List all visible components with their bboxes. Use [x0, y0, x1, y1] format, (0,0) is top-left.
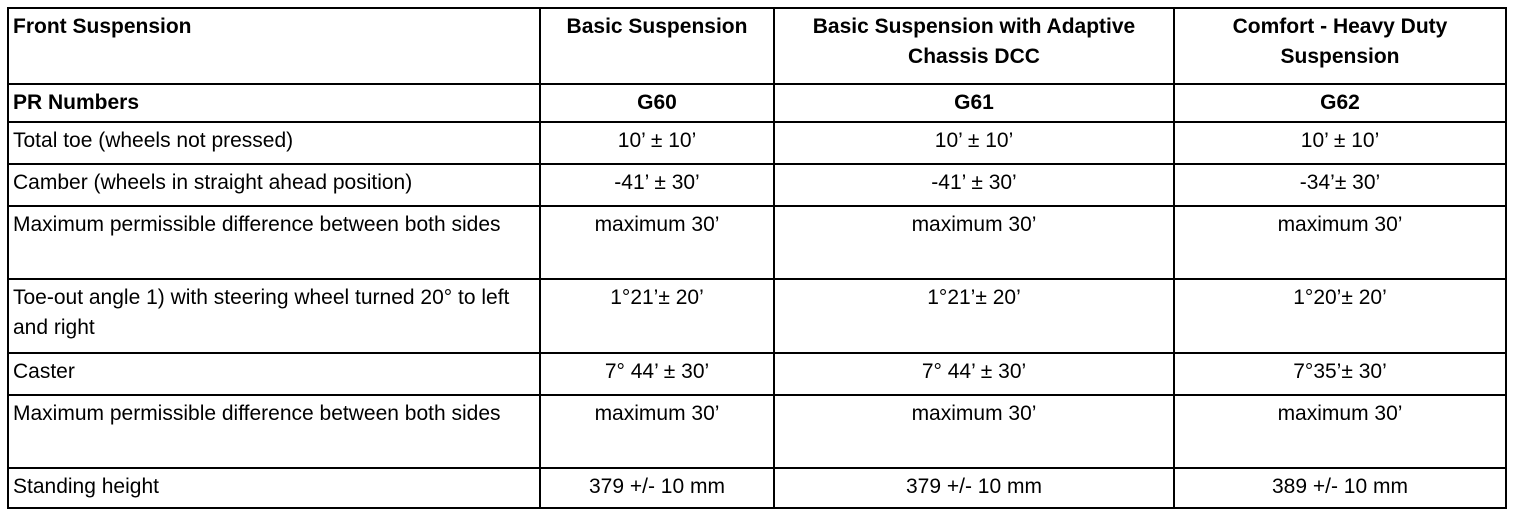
value-cell: 10’ ± 10’ [773, 121, 1175, 165]
value-cell: 7° 44’ ± 30’ [539, 352, 775, 396]
value-cell: maximum 30’ [773, 394, 1175, 469]
header-row: Front Suspension Basic Suspension Basic Su… [7, 7, 1507, 85]
header-cell: Basic Suspension with Adaptive Chassis D… [773, 7, 1175, 85]
header-cell: Front Suspension [7, 7, 541, 85]
value-cell: 7° 44’ ± 30’ [773, 352, 1175, 396]
value-cell: 1°21’± 20’ [773, 278, 1175, 354]
table-row: Maximum permissible difference between b… [7, 205, 1507, 280]
row-label: Standing height [7, 467, 541, 509]
row-label: Caster [7, 352, 541, 396]
header-cell: Basic Suspension [539, 7, 775, 85]
value-cell: maximum 30’ [1173, 205, 1507, 280]
row-label: Maximum permissible difference between b… [7, 394, 541, 469]
value-cell: maximum 30’ [1173, 394, 1507, 469]
row-label: Camber (wheels in straight ahead positio… [7, 163, 541, 207]
table-row: Total toe (wheels not pressed) 10’ ± 10’ 1… [7, 121, 1507, 165]
value-cell: -41’ ± 30’ [539, 163, 775, 207]
row-label: Total toe (wheels not pressed) [7, 121, 541, 165]
value-cell: 1°21’± 20’ [539, 278, 775, 354]
value-cell: G61 [773, 83, 1175, 123]
header-cell: Comfort - Heavy Duty Suspension [1173, 7, 1507, 85]
table-row: Maximum permissible difference between b… [7, 394, 1507, 469]
table-row: Toe-out angle 1) with steering wheel tur… [7, 278, 1507, 354]
value-cell: -41’ ± 30’ [773, 163, 1175, 207]
value-cell: 10’ ± 10’ [1173, 121, 1507, 165]
value-cell: maximum 30’ [539, 205, 775, 280]
row-label: Toe-out angle 1) with steering wheel tur… [7, 278, 541, 354]
table-row: Caster 7° 44’ ± 30’ 7° 44’ ± 30’ 7°35’± 30’ [7, 352, 1507, 396]
value-cell: maximum 30’ [539, 394, 775, 469]
value-cell: 379 +/- 10 mm [773, 467, 1175, 509]
row-label: PR Numbers [7, 83, 541, 123]
value-cell: 10’ ± 10’ [539, 121, 775, 165]
value-cell: 379 +/- 10 mm [539, 467, 775, 509]
alignment-table: Front Suspension Basic Suspension Basic Su… [7, 7, 1507, 509]
value-cell: G62 [1173, 83, 1507, 123]
table-row: PR Numbers G60 G61 G62 [7, 83, 1507, 123]
table-row: Camber (wheels in straight ahead positio… [7, 163, 1507, 207]
value-cell: 389 +/- 10 mm [1173, 467, 1507, 509]
table-row: Standing height 379 +/- 10 mm 379 +/- 10 m… [7, 467, 1507, 509]
value-cell: 7°35’± 30’ [1173, 352, 1507, 396]
row-label: Maximum permissible difference between b… [7, 205, 541, 280]
value-cell: -34’± 30’ [1173, 163, 1507, 207]
value-cell: 1°20’± 20’ [1173, 278, 1507, 354]
value-cell: maximum 30’ [773, 205, 1175, 280]
value-cell: G60 [539, 83, 775, 123]
